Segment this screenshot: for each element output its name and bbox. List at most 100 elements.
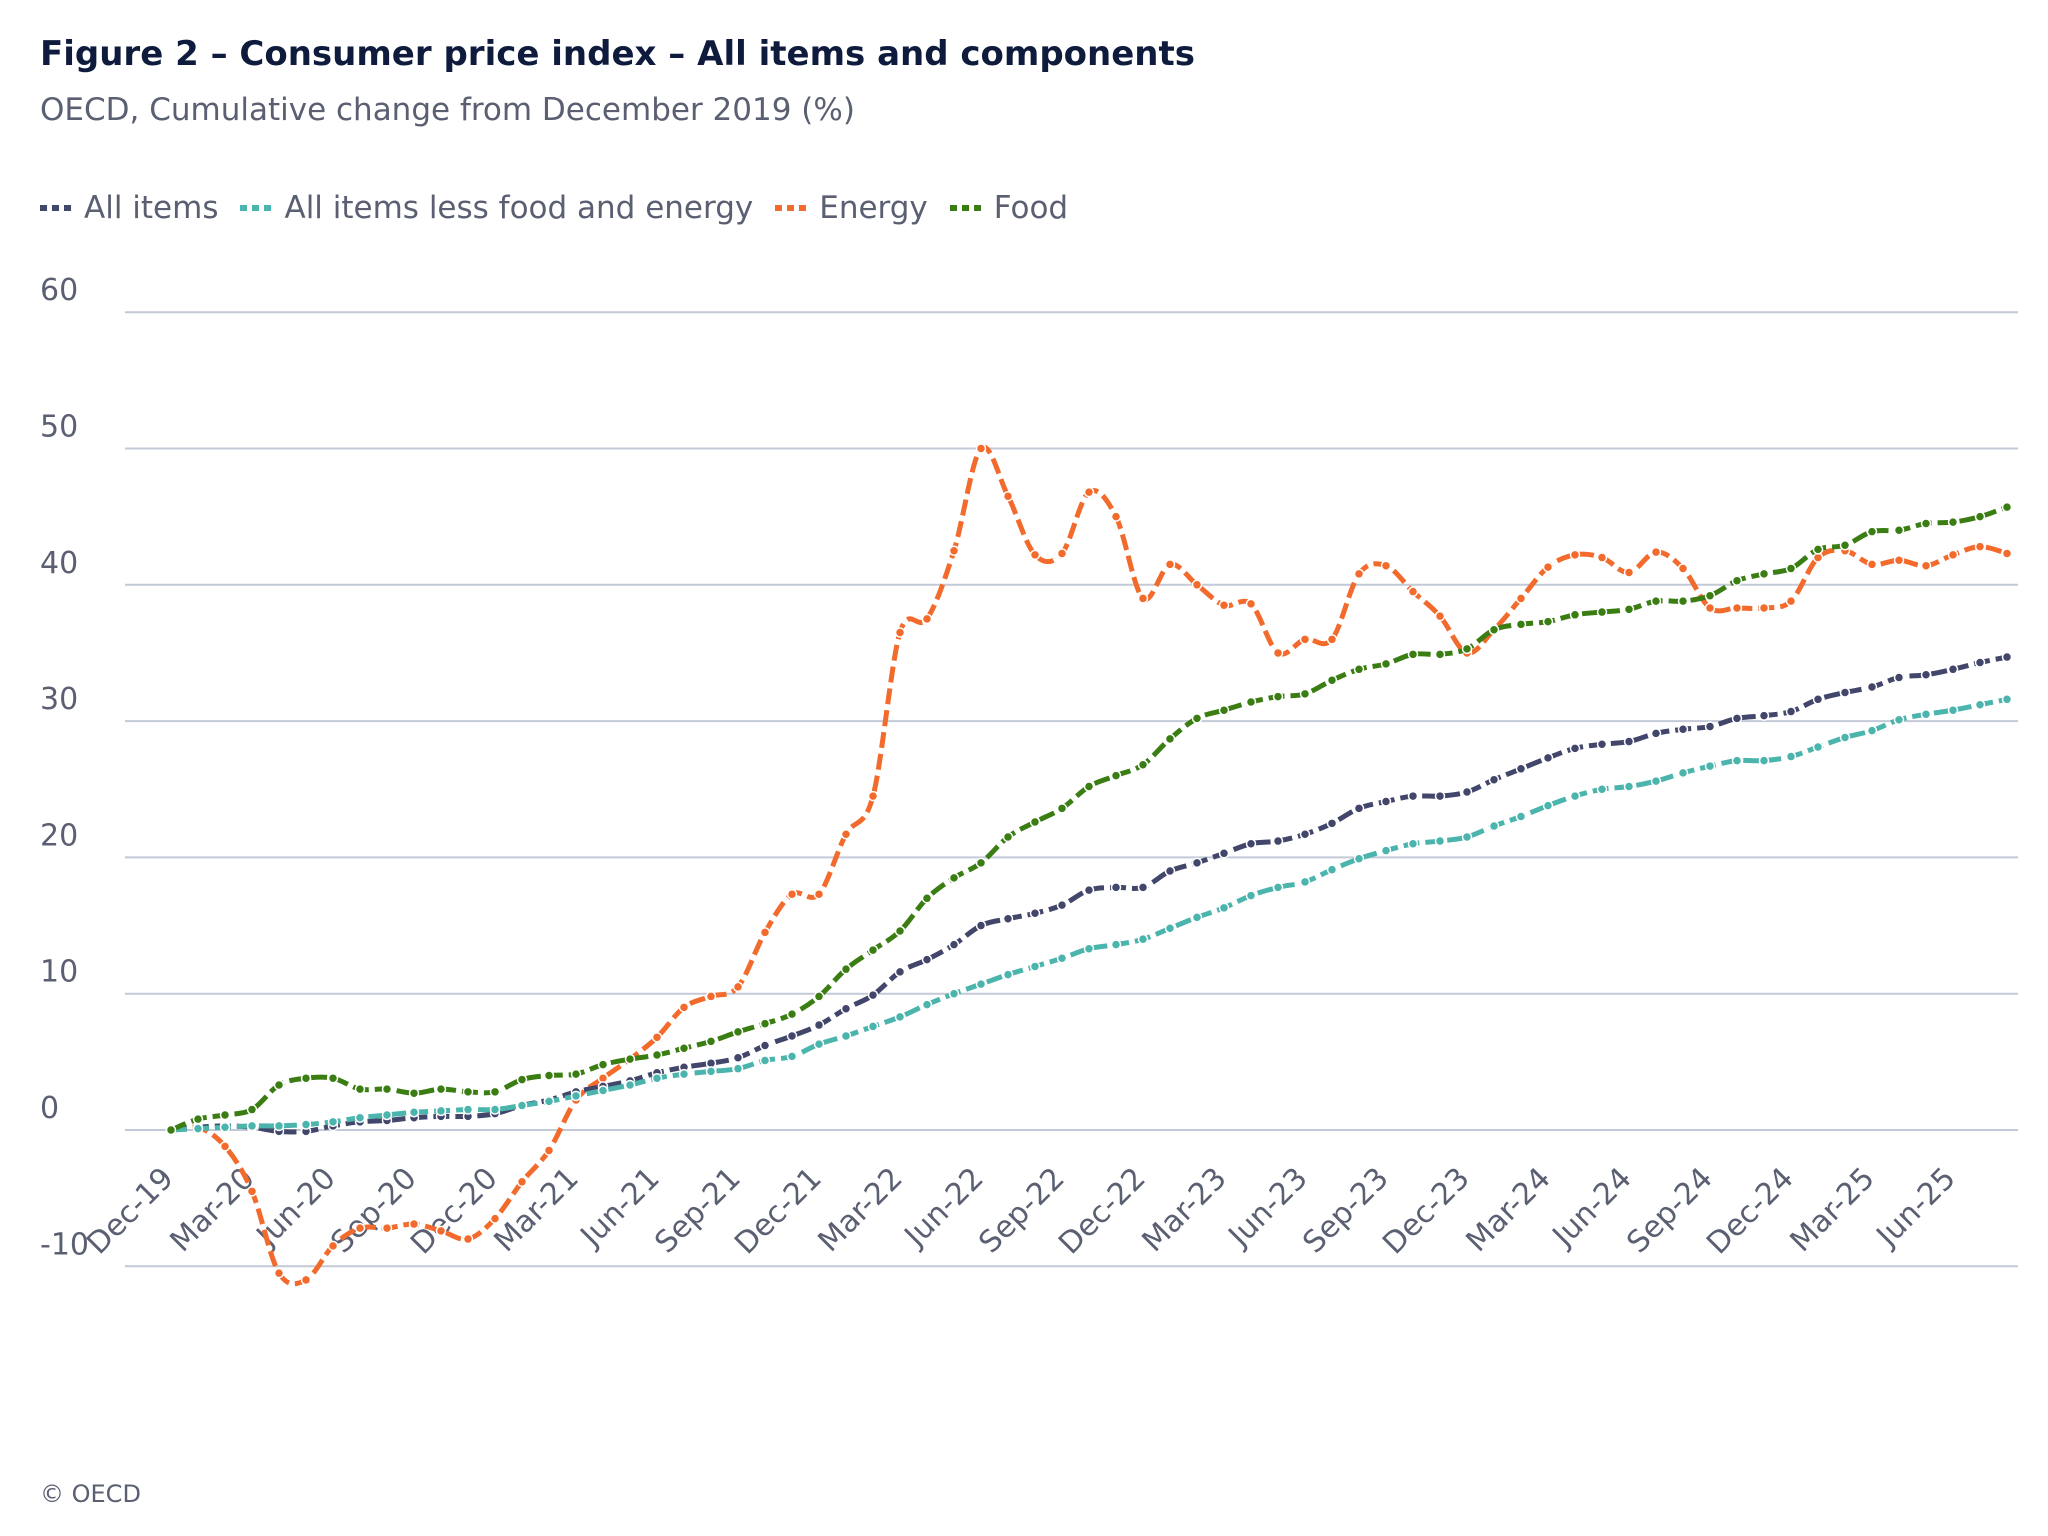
data-point — [435, 1105, 447, 1117]
data-point — [273, 1120, 285, 1132]
data-point — [1974, 541, 1986, 552]
data-point — [1164, 923, 1176, 934]
data-point — [543, 1070, 555, 1081]
credit: © OECD — [40, 1480, 141, 1508]
data-point — [948, 872, 960, 884]
data-point — [1677, 563, 1689, 574]
data-point — [1758, 602, 1770, 614]
data-point — [1434, 610, 1446, 622]
data-point — [1245, 598, 1257, 610]
legend-item-energy[interactable]: Energy — [775, 190, 928, 226]
data-point — [1083, 943, 1095, 954]
data-point — [219, 1141, 231, 1152]
data-point — [1002, 913, 1014, 924]
data-point — [1137, 933, 1149, 945]
data-point — [1461, 643, 1473, 655]
x-tick-label: Mar-22 — [812, 1161, 910, 1259]
data-point — [1974, 657, 1986, 668]
data-point — [1110, 511, 1122, 522]
data-point — [921, 999, 933, 1010]
data-point — [1299, 828, 1311, 840]
data-point — [273, 1079, 285, 1091]
data-point — [1434, 790, 1446, 802]
data-point — [1542, 616, 1554, 627]
data-point — [1596, 739, 1608, 750]
data-point — [354, 1083, 366, 1095]
data-point — [1461, 786, 1473, 798]
data-point — [759, 1040, 771, 1051]
data-point — [813, 888, 825, 900]
data-point — [1920, 560, 1932, 571]
data-point — [1974, 511, 1986, 522]
data-point — [300, 1274, 312, 1286]
data-point — [624, 1079, 636, 1091]
data-point — [1191, 857, 1203, 869]
data-point — [1002, 969, 1014, 980]
data-point — [1920, 669, 1932, 681]
data-point — [1542, 800, 1554, 811]
data-point — [1947, 664, 1959, 675]
x-tick-label: Dec-21 — [728, 1161, 828, 1261]
data-point — [975, 443, 987, 454]
data-point — [1731, 713, 1743, 724]
data-point — [1218, 599, 1230, 611]
data-point — [840, 1003, 852, 1014]
data-point — [840, 828, 852, 840]
x-tick-label: Dec-23 — [1376, 1161, 1476, 1261]
data-point — [732, 981, 744, 993]
data-point — [1677, 595, 1689, 607]
data-point — [1623, 781, 1635, 792]
data-point — [1839, 540, 1851, 551]
data-point — [570, 1090, 582, 1102]
data-point — [1596, 606, 1608, 618]
data-point — [1650, 728, 1662, 739]
data-point — [1407, 649, 1419, 660]
data-point — [273, 1267, 285, 1279]
data-point — [1785, 595, 1797, 607]
data-point — [1515, 619, 1527, 630]
legend-swatch — [949, 205, 986, 211]
data-point — [1326, 818, 1338, 829]
data-point — [435, 1083, 447, 1095]
data-point — [1083, 781, 1095, 792]
legend-item-food[interactable]: Food — [949, 190, 1068, 226]
data-point — [1245, 696, 1257, 708]
data-point — [1434, 835, 1446, 847]
data-point — [1218, 902, 1230, 914]
data-point — [327, 1072, 339, 1084]
x-tick-label: Sep-23 — [1296, 1161, 1395, 1260]
data-point — [732, 1063, 744, 1074]
x-tick-label: Dec-24 — [1700, 1161, 1800, 1261]
data-point — [786, 1051, 798, 1062]
data-point — [1272, 647, 1284, 659]
data-point — [1488, 774, 1500, 785]
data-point — [1812, 694, 1824, 705]
data-point — [1839, 687, 1851, 698]
data-point — [1245, 838, 1257, 850]
data-point — [894, 1011, 906, 1023]
data-point — [1920, 709, 1932, 720]
legend: All items All items less food and energy… — [40, 190, 1068, 226]
data-point — [1434, 649, 1446, 660]
data-point — [1704, 721, 1716, 732]
data-point — [192, 1123, 204, 1134]
chart-title: Figure 2 – Consumer price index – All it… — [40, 34, 1195, 74]
data-point — [867, 790, 879, 802]
data-point — [1083, 486, 1095, 498]
data-point — [705, 1066, 717, 1077]
legend-item-core[interactable]: All items less food and energy — [240, 190, 753, 226]
legend-label: Energy — [819, 190, 928, 226]
data-point — [1785, 706, 1797, 717]
legend-swatch — [40, 205, 76, 211]
chart-subtitle: OECD, Cumulative change from December 20… — [40, 92, 855, 128]
data-point — [948, 939, 960, 950]
data-point — [1785, 563, 1797, 574]
data-point — [246, 1120, 258, 1132]
legend-item-all-items[interactable]: All items — [40, 190, 218, 226]
data-point — [786, 1030, 798, 1042]
data-point — [1623, 604, 1635, 615]
data-point — [1191, 912, 1203, 923]
data-point — [1191, 579, 1203, 591]
data-point — [2001, 548, 2013, 559]
